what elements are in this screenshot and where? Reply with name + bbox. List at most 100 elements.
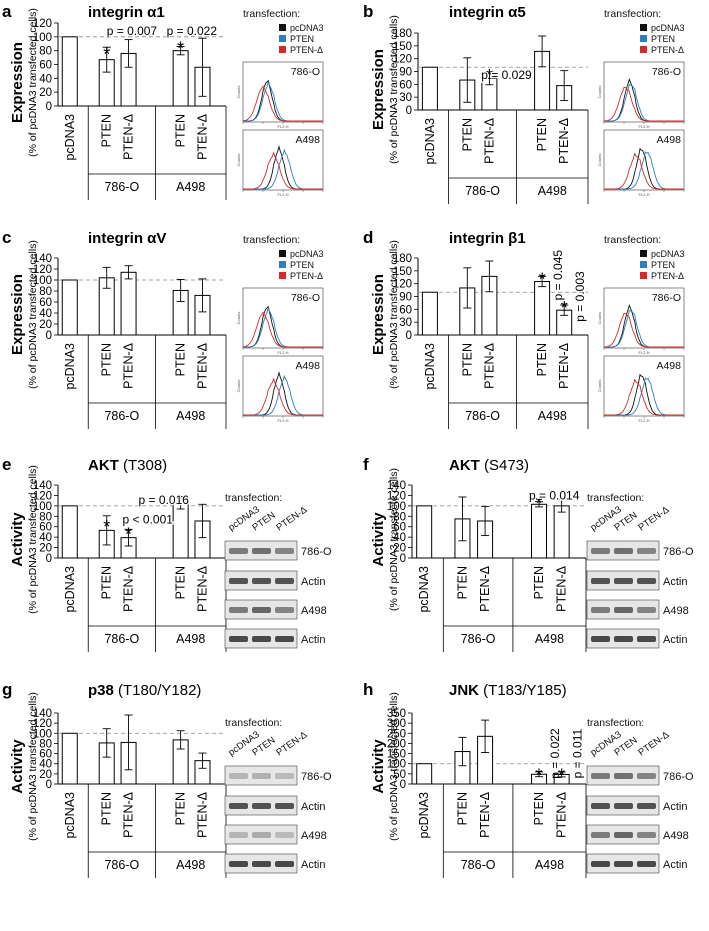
blot-band — [275, 861, 294, 867]
y-tick-label: 40 — [393, 532, 406, 544]
category-label-1: PTEN — [455, 792, 469, 825]
category-label-3: PTEN — [174, 792, 188, 825]
significance-asterisk-2: * — [125, 524, 132, 544]
histogram-xlabel: FL2-H — [638, 124, 649, 129]
legend-label-1: PTEN — [651, 34, 675, 44]
histogram-cell-label: A498 — [295, 134, 320, 146]
y-tick-label: 100 — [387, 759, 406, 771]
legend-title: transfection: — [587, 492, 644, 504]
bar-0 — [416, 505, 433, 559]
panel-letter-a: a — [2, 2, 12, 21]
y-tick-label: 300 — [387, 718, 406, 730]
significance-asterisk-2: * — [486, 66, 493, 86]
histogram-box — [603, 287, 685, 349]
significance-asterisk-4: * — [558, 765, 565, 785]
legend-label-0: pcDNA3 — [651, 249, 685, 259]
y-tick-label: 140 — [33, 253, 52, 265]
histogram-xlabel: FL2-H — [277, 192, 288, 197]
significance-asterisk-1: * — [103, 45, 110, 65]
panel-letter-b: b — [363, 2, 373, 21]
y-tick-label: 120 — [33, 490, 52, 502]
category-label-4: PTEN-Δ — [195, 114, 209, 160]
y-tick-label: 30 — [399, 92, 412, 104]
histogram-box — [603, 61, 685, 123]
group-label-786-O: 786-O — [104, 858, 139, 872]
panel-title-sub: (T308) — [119, 457, 167, 474]
panel-letter-d: d — [363, 228, 373, 247]
blot-row-label-1: Actin — [301, 801, 325, 813]
y-axis-label: Expression — [9, 274, 26, 355]
category-label-0: pcDNA3 — [417, 566, 431, 613]
legend-label-2: PTEN-Δ — [290, 45, 323, 55]
p-value-label-1: p = 0.003 — [573, 271, 587, 322]
blot-row-label-0: 786-O — [301, 771, 332, 783]
category-label-4: PTEN-Δ — [557, 343, 571, 389]
y-tick-label: 80 — [393, 511, 406, 523]
y-tick-label: 60 — [39, 749, 52, 761]
y-axis-label: Expression — [370, 274, 387, 355]
y-axis-sublabel: (% of pcDNA3 transfected cells) — [388, 240, 400, 389]
y-tick-label: 40 — [39, 308, 52, 320]
group-label-A498: A498 — [176, 858, 205, 872]
legend-swatch-2 — [640, 46, 647, 53]
legend-label-2: PTEN-Δ — [651, 45, 684, 55]
legend-swatch-0 — [279, 250, 286, 257]
panel-title-main: integrin α1 — [88, 4, 165, 21]
histogram-cell-label: 786-O — [291, 292, 320, 304]
blot-band — [591, 548, 610, 554]
histogram-box — [242, 61, 324, 123]
y-tick-label: 60 — [399, 79, 412, 91]
histogram-xlabel: FL2-H — [638, 418, 649, 423]
y-tick-label: 350 — [387, 708, 406, 720]
blot-band — [229, 861, 248, 867]
panel-letter-h: h — [363, 680, 373, 699]
y-tick-label: 200 — [387, 738, 406, 750]
panel-letter-g: g — [2, 680, 12, 699]
histogram-curve-2 — [243, 151, 323, 190]
blot-strip — [224, 824, 298, 845]
category-label-4: PTEN-Δ — [557, 118, 571, 164]
y-tick-label: 30 — [399, 317, 412, 329]
y-tick-label: 150 — [393, 266, 412, 278]
blot-band — [614, 861, 633, 867]
group-label-786-O: 786-O — [104, 409, 139, 423]
p-value-label-0: p = 0.022 — [548, 728, 562, 779]
histogram-ylabel: Counts — [597, 312, 602, 325]
y-axis-label: Expression — [370, 49, 387, 130]
blot-lane-label-2: PTEN-Δ — [636, 729, 671, 758]
y-tick-label: 0 — [406, 105, 412, 117]
category-label-2: PTEN-Δ — [478, 566, 492, 612]
y-tick-label: 120 — [33, 18, 52, 30]
y-axis-label: Activity — [370, 512, 387, 567]
group-label-786-O: 786-O — [104, 632, 139, 646]
group-label-786-O: 786-O — [465, 409, 500, 423]
histogram-curve-2 — [603, 312, 684, 348]
panel-title-main: JNK — [449, 682, 479, 699]
group-label-A498: A498 — [535, 632, 564, 646]
group-label-786-O: 786-O — [461, 858, 496, 872]
histogram-curve-2 — [242, 311, 323, 348]
y-tick-label: 150 — [387, 749, 406, 761]
blot-band — [275, 548, 294, 554]
y-tick-label: 0 — [46, 101, 52, 113]
y-axis-sublabel: (% of pcDNA3 transfected cells) — [27, 465, 39, 614]
y-tick-label: 80 — [39, 46, 52, 58]
significance-asterisk-3: * — [539, 269, 546, 289]
blot-row-label-3: Actin — [301, 634, 325, 646]
y-tick-label: 60 — [39, 522, 52, 534]
y-tick-label: 250 — [387, 728, 406, 740]
y-tick-label: 120 — [393, 54, 412, 66]
y-tick-label: 20 — [393, 543, 406, 555]
y-tick-label: 60 — [393, 522, 406, 534]
blot-band — [229, 803, 248, 809]
blot-band — [275, 803, 294, 809]
blot-band — [229, 636, 248, 642]
histogram-cell-label: 786-O — [652, 292, 681, 304]
group-label-A498: A498 — [176, 632, 205, 646]
legend-title: transfection: — [604, 234, 661, 246]
y-tick-label: 140 — [33, 708, 52, 720]
blot-band — [252, 636, 271, 642]
blot-band — [229, 548, 248, 554]
histogram-ylabel: Counts — [236, 154, 241, 167]
histogram-xlabel: FL2-H — [277, 350, 288, 355]
